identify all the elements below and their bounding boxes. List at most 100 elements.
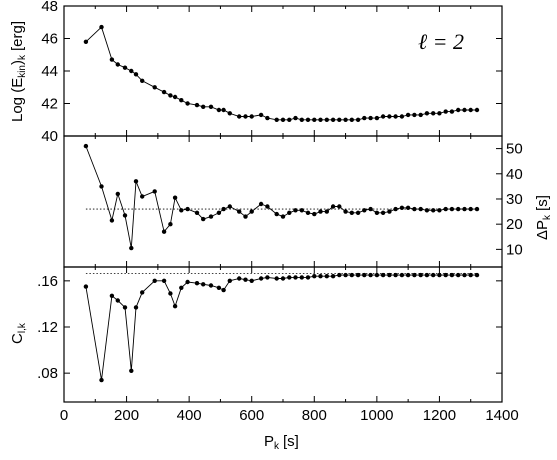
data-point-panel-2-39 [362,272,367,278]
data-point-panel-2-26 [280,276,286,281]
ytick-label-1-1: 20 [506,216,523,233]
data-point-panel-1-48 [418,206,423,212]
data-point-panel-0-21 [243,114,248,119]
data-point-panel-2-9 [161,278,167,283]
bottom-ylabel-main: C [9,333,26,344]
tick-labels: 40 42 44 46 48 10 20 30 40 50 .08 .12 .16 0 200 400 600 8… [37,0,523,424]
data-point-panel-0-42 [380,114,386,119]
data-point-panel-1-36 [343,209,348,214]
x-axis-label-main: P [264,433,274,450]
data-point-panel-1-10 [168,222,173,227]
ytick-label-0-4: 48 [41,0,58,15]
data-point-panel-0-53 [449,109,455,114]
data-point-panel-1-21 [243,214,248,219]
data-point-panel-0-43 [387,114,392,119]
data-point-panel-1-46 [405,205,411,210]
data-point-panel-0-4 [122,65,128,70]
data-point-panel-1-5 [129,245,134,251]
data-point-panel-0-56 [468,107,473,113]
data-point-panel-2-47 [412,272,417,278]
data-point-panel-0-9 [161,89,167,95]
data-point-panel-2-49 [424,272,430,278]
data-point-panel-0-17 [216,107,222,113]
data-point-panel-0-33 [324,117,329,123]
data-point-panel-0-32 [318,117,323,123]
ytick-label-2-0: .08 [37,365,58,382]
data-point-panel-1-12 [179,208,184,213]
data-point-panel-0-1 [99,24,104,30]
data-point-panel-0-29 [299,117,304,123]
data-point-panel-1-39 [362,208,367,213]
ytick-label-0-3: 46 [41,31,58,48]
data-point-panel-0-22 [249,114,254,119]
data-point-panel-2-3 [115,298,121,303]
data-point-panel-2-2 [109,293,115,298]
data-point-panel-2-41 [374,272,380,278]
data-point-panel-2-48 [418,272,423,278]
data-point-panel-1-41 [374,210,380,215]
data-point-panel-2-28 [293,275,298,280]
data-point-panel-1-37 [349,210,354,215]
data-point-panel-0-48 [418,112,423,118]
data-point-panel-2-16 [208,283,214,288]
ytick-label-1-2: 30 [506,191,523,208]
data-point-panel-2-0 [83,284,89,289]
data-point-panel-2-56 [468,272,473,278]
data-point-panel-1-18 [221,206,226,212]
data-point-panel-1-55 [462,206,467,212]
xtick-label-5: 1000 [360,407,393,424]
x-axis-label-sub: k [274,441,280,452]
bottom-ylabel: Cl,k [9,322,28,344]
ytick-label-0-1: 42 [41,96,58,113]
xtick-label-2: 400 [177,407,202,424]
data-point-panel-0-34 [330,117,336,123]
top-ylabel-sub: kin [17,65,28,78]
data-point-panel-0-51 [437,111,442,116]
data-point-panel-0-49 [424,111,430,116]
data-point-panel-0-18 [221,107,226,113]
data-point-panel-0-52 [443,109,448,114]
data-point-panel-1-15 [201,216,206,222]
data-point-panel-1-44 [393,206,398,212]
top-ylabel-tail: ) [9,60,26,65]
data-point-panel-1-25 [274,211,279,217]
data-point-panel-0-54 [456,107,461,113]
data-point-panel-0-13 [185,101,190,106]
data-point-panel-2-24 [265,275,270,280]
data-point-panel-1-34 [330,204,336,209]
data-point-panel-0-30 [305,117,311,123]
data-point-panel-2-25 [274,276,279,281]
data-point-panel-2-35 [337,272,342,278]
data-point-panel-2-31 [312,274,317,279]
xtick-label-4: 800 [302,407,327,424]
data-point-panel-1-8 [152,189,157,194]
top-ylabel-main: Log (E [9,78,26,122]
data-point-panel-1-14 [194,210,200,215]
data-point-panel-1-20 [237,209,242,214]
xtick-label-0: 0 [60,407,68,424]
data-point-panel-2-1 [99,377,104,383]
data-point-panel-0-7 [140,78,145,84]
data-point-panel-2-46 [405,272,411,278]
data-point-panel-1-38 [355,210,361,215]
data-point-panel-1-26 [280,214,286,219]
data-point-panel-0-50 [431,111,436,116]
middle-ylabel-units: [s] [534,195,551,211]
data-point-panel-1-4 [122,213,128,218]
ytick-label-2-2: .16 [37,273,58,290]
data-point-panel-0-36 [343,117,348,123]
series-line-panel-2 [85,274,477,381]
data-point-panel-0-15 [201,104,206,110]
data-point-panel-0-11 [172,94,178,100]
data-point-panel-1-19 [227,204,232,209]
data-point-panel-2-29 [299,275,304,280]
data-point-panel-2-21 [243,277,248,282]
data-point-panel-0-39 [362,115,367,121]
ytick-label-0-2: 44 [41,63,58,80]
data-point-panel-2-14 [194,281,200,286]
data-point-panel-2-15 [201,282,206,287]
data-point-panel-0-28 [293,115,298,121]
data-point-panel-2-36 [343,272,348,278]
